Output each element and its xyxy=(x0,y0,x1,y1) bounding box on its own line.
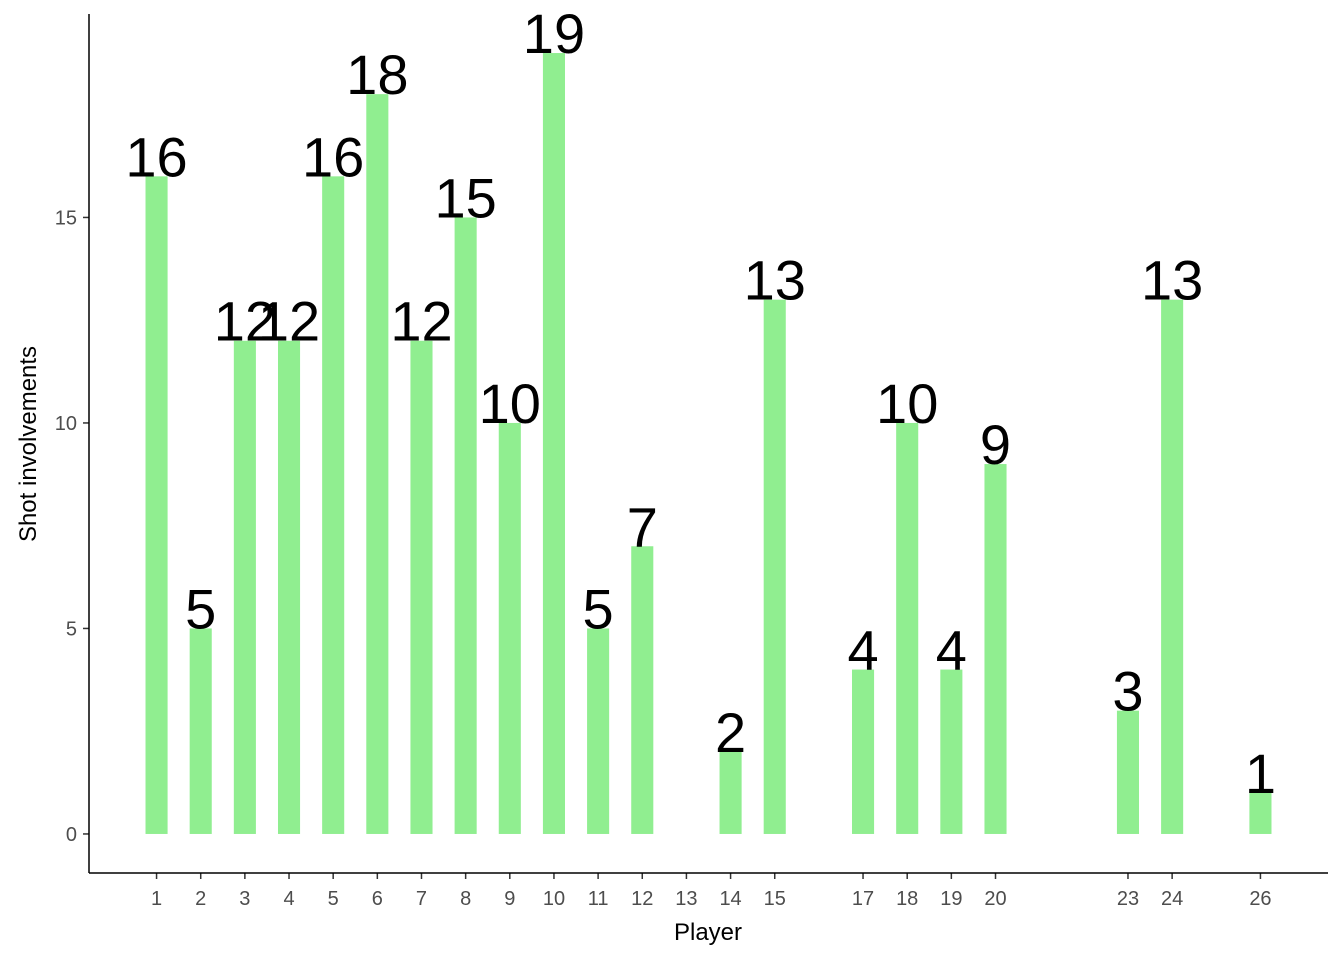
bar xyxy=(984,464,1007,834)
x-tick-label: 3 xyxy=(239,888,250,910)
data-label: 5 xyxy=(583,577,614,640)
bar xyxy=(940,669,963,834)
bar xyxy=(498,422,521,834)
x-tick-label: 1 xyxy=(151,888,162,910)
x-tick-label: 19 xyxy=(940,888,962,910)
data-label: 13 xyxy=(744,249,806,312)
data-label: 5 xyxy=(185,577,216,640)
x-tick-label: 26 xyxy=(1249,888,1271,910)
data-label: 3 xyxy=(1112,660,1143,723)
y-tick-label: 15 xyxy=(55,207,77,229)
x-tick-label: 12 xyxy=(631,888,653,910)
bar xyxy=(454,217,477,834)
bar xyxy=(277,340,301,834)
x-tick-label: 24 xyxy=(1161,888,1183,910)
x-tick-label: 20 xyxy=(984,888,1006,910)
x-tick-label: 5 xyxy=(328,888,339,910)
data-label: 19 xyxy=(523,2,585,65)
data-label: 4 xyxy=(847,619,878,682)
x-tick-label: 18 xyxy=(896,888,918,910)
data-label: 12 xyxy=(258,290,320,353)
y-axis-title: Shot involvements xyxy=(15,346,42,542)
bar xyxy=(189,628,212,834)
x-tick-label: 15 xyxy=(764,888,786,910)
x-tick-label: 13 xyxy=(675,888,697,910)
x-tick-label: 11 xyxy=(588,888,609,910)
data-label: 9 xyxy=(980,413,1011,476)
bar xyxy=(542,53,565,834)
y-tick-label: 0 xyxy=(66,824,77,846)
data-label: 18 xyxy=(346,43,408,106)
bar xyxy=(719,751,742,834)
bar xyxy=(1116,710,1140,834)
bar xyxy=(1249,792,1272,834)
data-label: 16 xyxy=(302,125,364,188)
bar xyxy=(896,422,919,834)
x-tick-label: 14 xyxy=(719,888,741,910)
data-label: 7 xyxy=(627,495,658,558)
y-tick-label: 10 xyxy=(55,413,77,435)
x-axis-title: Player xyxy=(674,919,742,946)
bar xyxy=(587,628,610,834)
x-tick-label: 6 xyxy=(372,888,383,910)
bar xyxy=(631,546,654,834)
bar xyxy=(145,176,168,834)
x-tick-label: 7 xyxy=(416,888,427,910)
data-label: 2 xyxy=(715,701,746,764)
data-label: 16 xyxy=(125,125,187,188)
data-label: 1 xyxy=(1245,742,1276,805)
data-label: 15 xyxy=(434,166,496,229)
x-tick-label: 17 xyxy=(852,888,874,910)
data-label: 10 xyxy=(479,372,541,435)
data-label: 12 xyxy=(390,290,452,353)
bar xyxy=(233,340,256,834)
bar xyxy=(1161,299,1184,834)
x-tick-label: 8 xyxy=(460,888,471,910)
data-label: 10 xyxy=(876,372,938,435)
y-tick-label: 5 xyxy=(66,618,77,640)
x-tick-label: 2 xyxy=(195,888,206,910)
bar xyxy=(410,340,433,834)
data-label: 4 xyxy=(936,619,967,682)
x-tick-label: 9 xyxy=(504,888,515,910)
x-tick-label: 10 xyxy=(543,888,565,910)
bar xyxy=(322,176,345,834)
x-tick-label: 4 xyxy=(283,888,294,910)
data-label: 12 xyxy=(214,290,276,353)
bar xyxy=(852,669,875,834)
data-label: 13 xyxy=(1141,249,1203,312)
x-tick-label: 23 xyxy=(1117,888,1139,910)
bar xyxy=(366,94,389,834)
bar xyxy=(763,299,786,834)
